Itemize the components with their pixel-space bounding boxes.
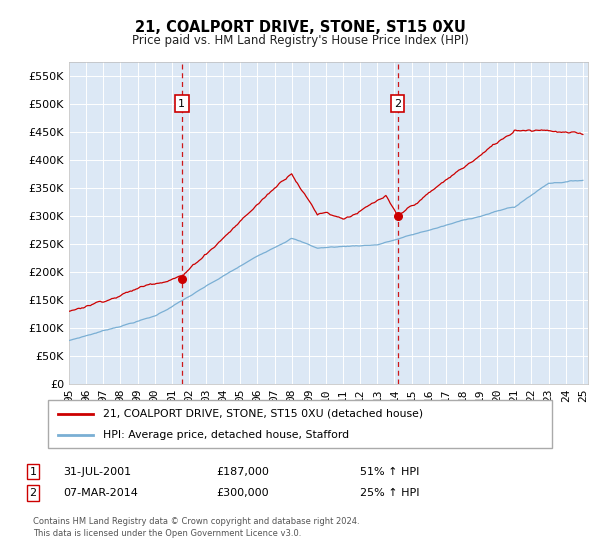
Text: This data is licensed under the Open Government Licence v3.0.: This data is licensed under the Open Gov… (33, 530, 301, 539)
Text: 25% ↑ HPI: 25% ↑ HPI (360, 488, 419, 498)
Text: £300,000: £300,000 (216, 488, 269, 498)
Text: 1: 1 (29, 466, 37, 477)
Text: 2: 2 (394, 99, 401, 109)
Text: £187,000: £187,000 (216, 466, 269, 477)
Text: 21, COALPORT DRIVE, STONE, ST15 0XU: 21, COALPORT DRIVE, STONE, ST15 0XU (134, 20, 466, 35)
Text: 31-JUL-2001: 31-JUL-2001 (63, 466, 131, 477)
Text: 2: 2 (29, 488, 37, 498)
Text: 51% ↑ HPI: 51% ↑ HPI (360, 466, 419, 477)
Text: Contains HM Land Registry data © Crown copyright and database right 2024.: Contains HM Land Registry data © Crown c… (33, 516, 359, 526)
Text: 21, COALPORT DRIVE, STONE, ST15 0XU (detached house): 21, COALPORT DRIVE, STONE, ST15 0XU (det… (103, 409, 424, 419)
Text: 1: 1 (178, 99, 185, 109)
Text: Price paid vs. HM Land Registry's House Price Index (HPI): Price paid vs. HM Land Registry's House … (131, 34, 469, 46)
Text: 07-MAR-2014: 07-MAR-2014 (63, 488, 138, 498)
FancyBboxPatch shape (48, 400, 552, 448)
Text: HPI: Average price, detached house, Stafford: HPI: Average price, detached house, Staf… (103, 430, 350, 440)
